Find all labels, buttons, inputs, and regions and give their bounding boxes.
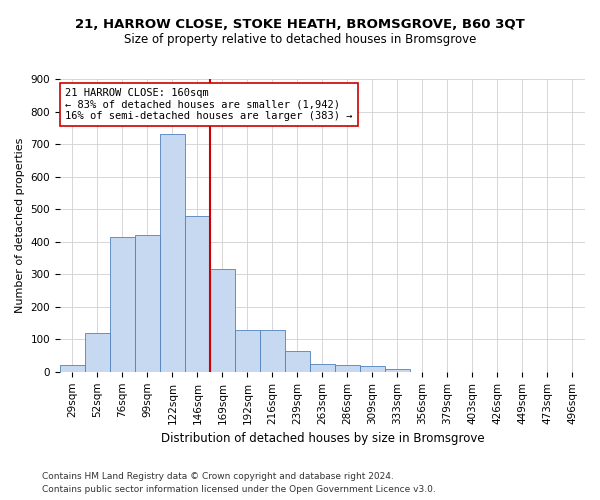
Text: 21 HARROW CLOSE: 160sqm
← 83% of detached houses are smaller (1,942)
16% of semi: 21 HARROW CLOSE: 160sqm ← 83% of detache… xyxy=(65,88,353,121)
Bar xyxy=(235,330,260,372)
Bar xyxy=(185,216,210,372)
Bar xyxy=(210,270,235,372)
Y-axis label: Number of detached properties: Number of detached properties xyxy=(15,138,25,313)
Bar xyxy=(85,333,110,372)
Bar xyxy=(60,366,85,372)
Bar xyxy=(110,237,135,372)
Bar xyxy=(160,134,185,372)
Bar xyxy=(260,330,285,372)
Bar xyxy=(335,366,360,372)
X-axis label: Distribution of detached houses by size in Bromsgrove: Distribution of detached houses by size … xyxy=(161,432,484,445)
Text: Contains public sector information licensed under the Open Government Licence v3: Contains public sector information licen… xyxy=(42,485,436,494)
Bar xyxy=(135,235,160,372)
Text: Contains HM Land Registry data © Crown copyright and database right 2024.: Contains HM Land Registry data © Crown c… xyxy=(42,472,394,481)
Text: Size of property relative to detached houses in Bromsgrove: Size of property relative to detached ho… xyxy=(124,32,476,46)
Text: 21, HARROW CLOSE, STOKE HEATH, BROMSGROVE, B60 3QT: 21, HARROW CLOSE, STOKE HEATH, BROMSGROV… xyxy=(75,18,525,30)
Bar xyxy=(360,366,385,372)
Bar xyxy=(310,364,335,372)
Bar xyxy=(285,350,310,372)
Bar xyxy=(385,368,410,372)
